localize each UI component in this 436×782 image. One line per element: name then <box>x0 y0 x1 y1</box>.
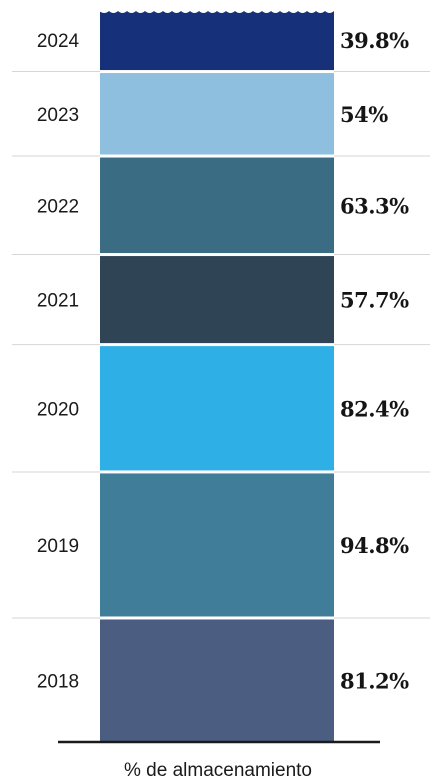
value-label-2021: 57.7% <box>340 288 409 313</box>
bar-segment-2021 <box>100 256 334 344</box>
bar-segment-2020 <box>100 346 334 471</box>
year-label-2019: 2019 <box>37 536 79 557</box>
value-label-2023: 54% <box>340 102 388 127</box>
year-label-2018: 2018 <box>37 672 79 693</box>
year-label-2024: 2024 <box>37 31 80 52</box>
bar-segment-2023 <box>100 73 334 155</box>
gridlines <box>12 71 430 619</box>
value-labels: 81.2% 94.8% 82.4% 57.7% 63.3% 54% 39.8% <box>340 28 410 694</box>
year-label-2023: 2023 <box>37 105 79 126</box>
bar-segment-2022 <box>100 157 334 254</box>
year-label-2020: 2020 <box>37 399 79 420</box>
bar-segment-2024 <box>100 10 334 71</box>
year-labels: 2018 2019 2020 2021 2022 2023 2024 <box>37 31 80 693</box>
bar-segment-2018 <box>100 619 334 742</box>
wavy-top-edge <box>99 0 335 13</box>
year-label-2022: 2022 <box>37 196 79 217</box>
value-label-2024: 39.8% <box>340 28 409 53</box>
value-label-2018: 81.2% <box>340 669 409 694</box>
year-label-2021: 2021 <box>37 291 79 312</box>
value-label-2020: 82.4% <box>340 396 409 421</box>
x-axis-label: % de almacenamiento <box>124 760 312 781</box>
bar-segments <box>100 10 334 742</box>
bar-segment-2019 <box>100 473 334 617</box>
value-label-2019: 94.8% <box>340 533 409 558</box>
value-label-2022: 63.3% <box>340 193 409 218</box>
